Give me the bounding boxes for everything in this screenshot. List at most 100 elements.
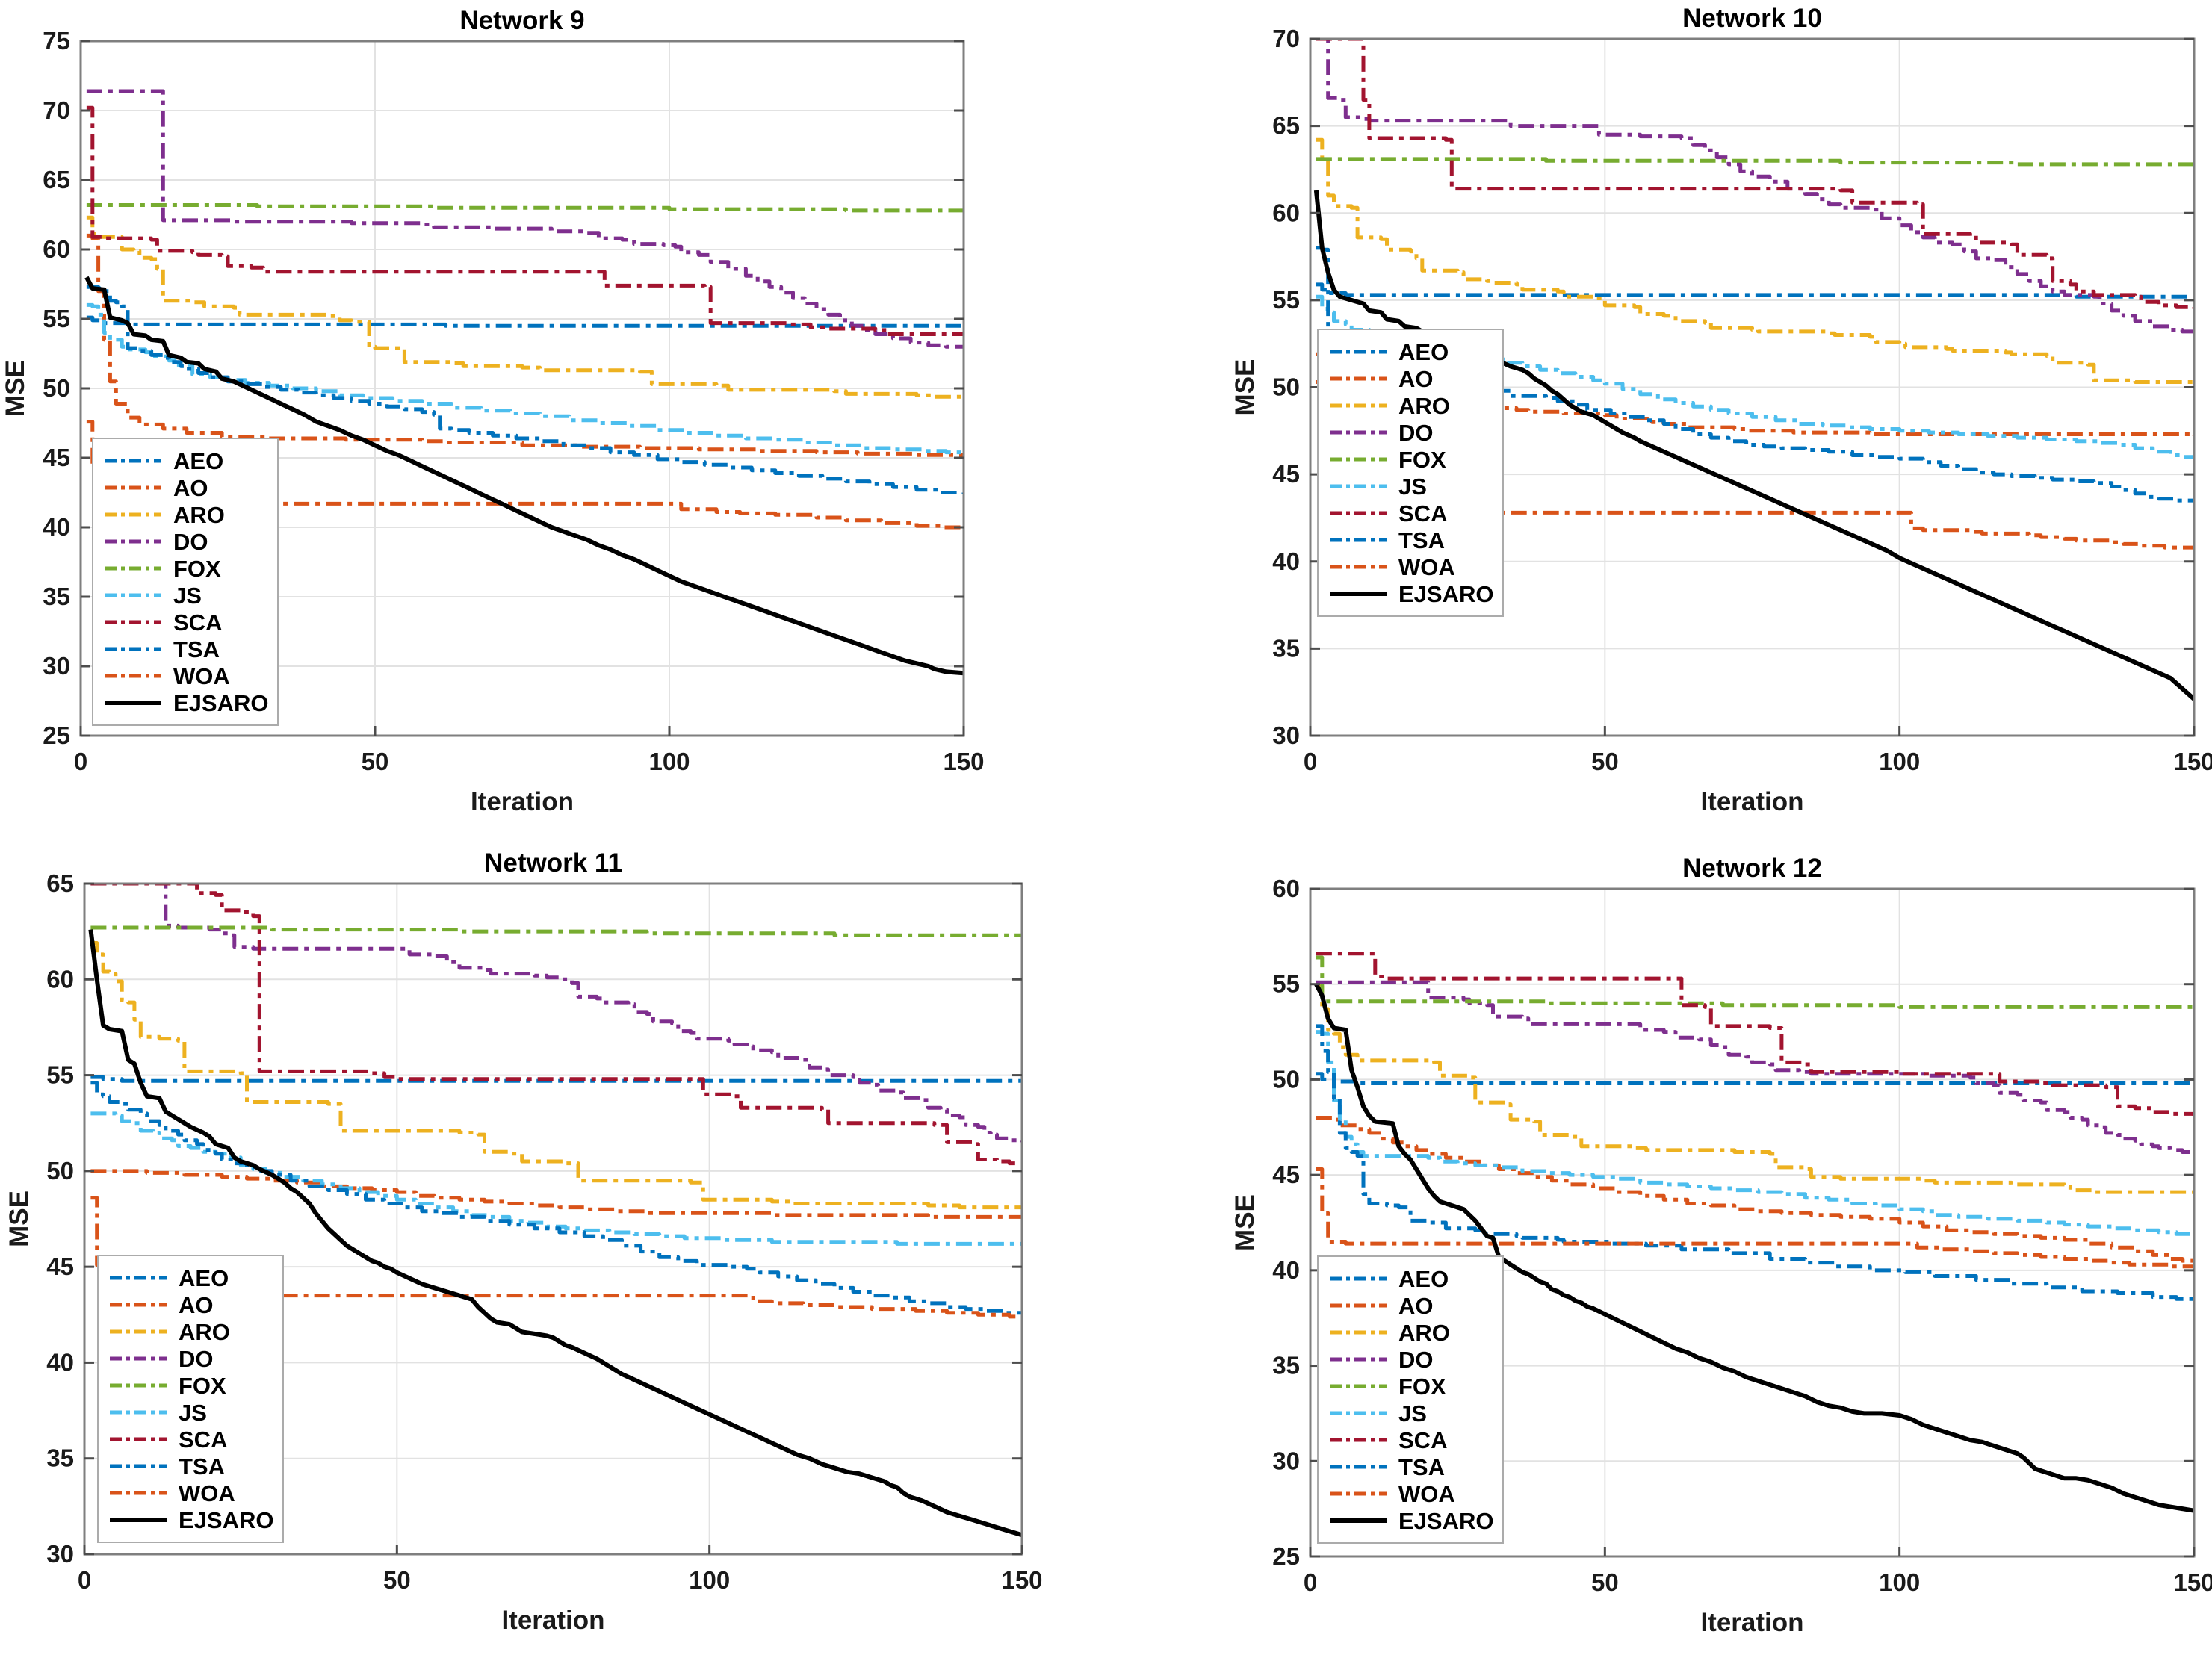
legend-label: ARO bbox=[179, 1319, 230, 1345]
series-line-aeo bbox=[90, 1075, 1022, 1083]
x-tick-label: 100 bbox=[1879, 748, 1920, 775]
x-tick-label: 50 bbox=[1591, 1568, 1619, 1596]
subplot-cell-2: 30 35 40 45 50 55 60 65 70 0 50 100 150 Network 10 Ite… bbox=[1106, 0, 2212, 835]
series-line-tsa bbox=[1316, 1024, 2194, 1301]
legend-entry-tsa: TSA bbox=[105, 636, 220, 662]
legend-label: JS bbox=[179, 1400, 207, 1426]
legend-entry-fox: FOX bbox=[1330, 1373, 1446, 1400]
x-tick-label: 0 bbox=[78, 1566, 91, 1594]
subplot-network-10: 30 35 40 45 50 55 60 65 70 0 50 100 150 Network 10 Ite… bbox=[1230, 4, 2212, 816]
series-line-js bbox=[1316, 294, 2194, 459]
series-line-ao bbox=[1316, 1116, 2194, 1263]
series-line-sca bbox=[1316, 39, 2194, 309]
series-line-aro bbox=[90, 941, 1022, 1210]
legend-entry-tsa: TSA bbox=[110, 1453, 225, 1480]
legend-label: TSA bbox=[1398, 527, 1445, 553]
y-tick-label: 35 bbox=[46, 1444, 74, 1472]
series-line-woa bbox=[1316, 1167, 2194, 1269]
series-line-ejsaro bbox=[84, 276, 964, 676]
legend-label: AEO bbox=[173, 448, 223, 474]
y-tick-label: 45 bbox=[1272, 1161, 1300, 1188]
series-line-tsa bbox=[90, 1081, 1022, 1315]
y-tick-label: 55 bbox=[46, 1061, 74, 1089]
legend-label: SCA bbox=[1398, 500, 1447, 527]
y-axis-label: MSE bbox=[4, 1191, 34, 1247]
legend-label: EJSARO bbox=[1398, 1508, 1493, 1534]
y-tick-label: 60 bbox=[1272, 875, 1300, 902]
y-tick-label: 35 bbox=[1272, 634, 1300, 662]
y-tick-label: 75 bbox=[43, 27, 70, 55]
legend-entry-do: DO bbox=[110, 1346, 214, 1372]
y-tick-label: 50 bbox=[1272, 1065, 1300, 1093]
legend-entry-do: DO bbox=[105, 529, 208, 555]
legend-entry-ejsaro: EJSARO bbox=[1330, 1508, 1493, 1534]
y-tick-label: 45 bbox=[1272, 460, 1300, 488]
y-tick-label: 60 bbox=[1272, 199, 1300, 226]
y-tick-label: 45 bbox=[46, 1252, 74, 1280]
legend-label: AO bbox=[179, 1292, 214, 1318]
legend-label: WOA bbox=[173, 663, 230, 689]
series-line-tsa bbox=[1316, 246, 2194, 503]
y-tick-label: 40 bbox=[1272, 547, 1300, 575]
series-line-js bbox=[86, 302, 964, 455]
legend-entry-tsa: TSA bbox=[1330, 1454, 1445, 1480]
y-tick-label: 30 bbox=[1272, 721, 1300, 749]
series-line-aro bbox=[86, 215, 964, 399]
x-tick-label: 150 bbox=[2173, 1568, 2212, 1596]
legend-label: SCA bbox=[1398, 1427, 1447, 1453]
legend-entry-aeo: AEO bbox=[110, 1265, 229, 1291]
y-tick-label: 45 bbox=[43, 444, 70, 471]
series-line-js bbox=[90, 1111, 1022, 1246]
series-line-aeo bbox=[1316, 282, 2194, 299]
series-line-fox bbox=[1316, 157, 2194, 167]
series-line-woa bbox=[90, 1196, 1022, 1319]
subplot-cell-3: 30 35 40 45 50 55 60 65 0 50 100 150 Network 11 Itera… bbox=[0, 835, 1106, 1670]
y-tick-label: 30 bbox=[43, 652, 70, 680]
legend-entry-aro: ARO bbox=[1330, 393, 1450, 419]
series-line-do bbox=[90, 884, 1022, 1143]
legend-label: EJSARO bbox=[179, 1507, 273, 1533]
subplot-network-9: 25 30 35 40 45 50 55 60 65 70 75 0 50 100 150 Network 9… bbox=[1, 6, 985, 816]
legend-label: AEO bbox=[179, 1265, 229, 1291]
y-axis-label: MSE bbox=[1, 360, 30, 417]
x-tick-label: 150 bbox=[2173, 748, 2212, 775]
subplot-cell-4: 25 30 35 40 45 50 55 60 0 50 100 150 Network 12 Itera… bbox=[1106, 835, 2212, 1670]
legend-entry-do: DO bbox=[1330, 1347, 1434, 1373]
series-group bbox=[88, 884, 1022, 1538]
legend-entry-aro: ARO bbox=[1330, 1320, 1450, 1346]
x-tick-label: 150 bbox=[1001, 1566, 1042, 1594]
legend-entry-ao: AO bbox=[105, 475, 208, 501]
legend-label: DO bbox=[179, 1346, 214, 1372]
y-tick-label: 60 bbox=[43, 235, 70, 263]
series-group bbox=[1314, 952, 2194, 1513]
legend-entry-aro: ARO bbox=[110, 1319, 230, 1345]
legend-entry-woa: WOA bbox=[1330, 554, 1455, 580]
legend-entry-ejsaro: EJSARO bbox=[105, 690, 268, 716]
series-line-do bbox=[1316, 980, 2194, 1154]
axes-box bbox=[1309, 887, 2196, 1558]
legend-entry-aeo: AEO bbox=[105, 448, 223, 474]
x-tick-label: 100 bbox=[648, 748, 690, 775]
legend-entry-ao: AO bbox=[1330, 1293, 1434, 1319]
series-line-fox bbox=[1316, 955, 2194, 1009]
y-tick-label: 25 bbox=[1272, 1542, 1300, 1570]
y-tick-label: 30 bbox=[46, 1540, 74, 1568]
subplot-network-11: 30 35 40 45 50 55 60 65 0 50 100 150 Network 11 Itera… bbox=[4, 848, 1043, 1635]
y-tick-label: 35 bbox=[43, 583, 70, 610]
legend-label: AO bbox=[1398, 366, 1434, 392]
series-line-fox bbox=[90, 925, 1022, 937]
legend-label: FOX bbox=[179, 1373, 226, 1399]
x-tick-label: 150 bbox=[943, 748, 984, 775]
legend-label: AEO bbox=[1398, 339, 1449, 365]
plot-title: Network 12 bbox=[1682, 854, 1822, 883]
x-tick-label: 50 bbox=[362, 748, 389, 775]
legend-entry-fox: FOX bbox=[105, 556, 221, 582]
x-tick-label: 0 bbox=[1304, 748, 1317, 775]
legend-entry-fox: FOX bbox=[1330, 447, 1446, 473]
legend-label: DO bbox=[173, 529, 208, 555]
legend-label: TSA bbox=[179, 1453, 225, 1480]
legend-entry-sca: SCA bbox=[110, 1427, 227, 1453]
legend-entry-js: JS bbox=[1330, 1400, 1427, 1427]
